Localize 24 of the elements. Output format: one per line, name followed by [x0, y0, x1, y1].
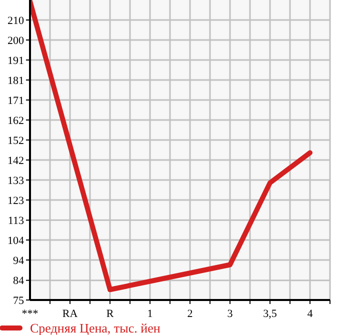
- y-tick-label: 210: [8, 14, 24, 27]
- x-tick-label: 4: [307, 308, 314, 320]
- x-tick-label: 3: [227, 308, 234, 320]
- x-tick-label: 1: [147, 308, 153, 320]
- y-tick-label: 133: [8, 174, 24, 187]
- legend-label: Средняя Цена, тыс. йен: [30, 320, 160, 335]
- y-tick-label: 181: [8, 74, 24, 87]
- y-tick-label: 162: [8, 114, 24, 127]
- x-tick-label: R: [106, 308, 114, 320]
- y-tick-label: 94: [13, 254, 24, 267]
- y-tick-label: 123: [8, 194, 24, 207]
- y-tick-label: 200: [8, 34, 24, 47]
- y-tick-label: 84: [13, 275, 24, 288]
- x-tick-label: ***: [22, 308, 38, 320]
- y-tick-label: 152: [8, 134, 24, 147]
- y-tick-label: 75: [13, 294, 24, 307]
- y-tick-label: 113: [8, 215, 24, 228]
- x-tick-label: 2: [187, 308, 193, 320]
- y-tick-label: 171: [8, 94, 24, 107]
- x-tick-label: 3,5: [263, 308, 278, 320]
- x-tick-label: RA: [62, 308, 78, 320]
- y-tick-label: 191: [8, 54, 24, 67]
- y-tick-label: 142: [8, 154, 24, 167]
- y-tick-label: 104: [8, 234, 24, 247]
